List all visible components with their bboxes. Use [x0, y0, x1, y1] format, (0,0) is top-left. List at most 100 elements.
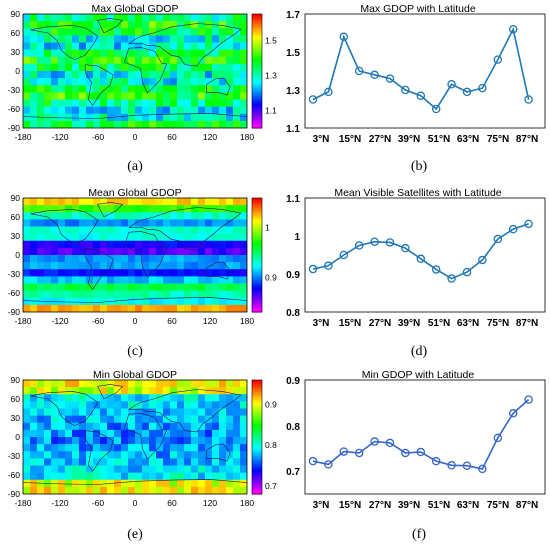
- colorbar-swatch: [252, 68, 262, 71]
- heatmap-cell: [72, 297, 80, 306]
- heatmap-cell: [240, 429, 247, 438]
- colorbar-swatch: [252, 282, 262, 285]
- heatmap-cell: [37, 63, 45, 72]
- lon-tick-label: 120: [203, 316, 217, 326]
- heatmap-cell: [156, 99, 164, 107]
- heatmap-cell: [79, 63, 87, 72]
- heatmap-cell: [23, 205, 31, 213]
- heatmap-cell: [198, 63, 206, 72]
- heatmap-cell: [51, 63, 59, 72]
- panel-a-max-global-gdop: Max Global GDOP 90 60 30 0 -30 -60 -90 -…: [8, 3, 277, 174]
- heatmap-cell: [86, 56, 94, 65]
- heatmap-cell: [135, 240, 143, 249]
- heatmap-cell: [65, 233, 73, 242]
- x-tick-label: 51°N: [428, 318, 450, 329]
- heatmap-cell: [149, 444, 157, 452]
- heatmap-cell: [128, 380, 136, 388]
- heatmap-cell: [156, 35, 164, 43]
- heatmap-cell: [233, 106, 241, 115]
- heatmap-cell: [114, 35, 122, 43]
- heatmap-cell: [184, 297, 192, 306]
- heatmap-cell: [163, 205, 171, 213]
- heatmap-cell: [240, 42, 247, 50]
- heatmap-cell: [107, 233, 115, 242]
- heatmap-cell: [170, 269, 178, 277]
- colorbar-swatch: [252, 272, 262, 275]
- heatmap-cell: [100, 85, 108, 93]
- heatmap-cell: [191, 465, 199, 473]
- heatmap-cell: [240, 437, 247, 445]
- heatmap-cell: [135, 42, 143, 50]
- heatmap-cell: [79, 262, 87, 270]
- heatmap-cell: [86, 85, 94, 93]
- heatmap-cell: [121, 205, 129, 213]
- heatmap-cell: [205, 92, 213, 100]
- heatmap-cell: [58, 28, 66, 36]
- heatmap-cell: [121, 437, 129, 445]
- heatmap-cell: [93, 262, 101, 270]
- heatmap-cell: [107, 99, 115, 107]
- heatmap-cell: [240, 85, 247, 93]
- colorbar-swatch: [252, 460, 262, 463]
- heatmap-cell: [233, 472, 241, 481]
- heatmap-cell: [37, 71, 45, 79]
- heatmap-cell: [72, 429, 80, 438]
- heatmap-cell: [233, 290, 241, 299]
- heatmap-cell: [51, 85, 59, 93]
- colorbar-swatch: [252, 416, 262, 419]
- heatmap-cell: [219, 247, 227, 256]
- heatmap-cell: [93, 380, 101, 388]
- heatmap-cell: [156, 479, 164, 488]
- colorbar-swatch: [252, 86, 262, 89]
- heatmap-cell: [72, 472, 80, 481]
- colorbar-swatch: [252, 452, 262, 455]
- heatmap-cell: [240, 394, 247, 402]
- heatmap-cell: [121, 479, 129, 488]
- heatmap-cell: [177, 240, 185, 249]
- heatmap-cell: [72, 198, 80, 206]
- heatmap-cell: [170, 451, 178, 459]
- heatmap-cell: [37, 205, 45, 213]
- heatmap-cell: [198, 465, 206, 473]
- heatmap-cell: [30, 78, 38, 86]
- heatmap-cell: [170, 99, 178, 107]
- colorbar-frame: [251, 197, 263, 313]
- heatmap-cell: [142, 479, 150, 488]
- heatmap-cell: [191, 472, 199, 481]
- heatmap-cell: [135, 394, 143, 402]
- heatmap-cell: [128, 486, 136, 494]
- heatmap-cell: [212, 276, 220, 284]
- heatmap-cell: [177, 255, 185, 263]
- heatmap-cell: [107, 49, 115, 58]
- colorbar-swatch: [252, 14, 262, 17]
- heatmap-cell: [205, 401, 213, 409]
- heatmap-cell: [79, 205, 87, 213]
- heatmap-cell: [121, 106, 129, 115]
- heatmap-cell: [184, 113, 192, 122]
- heatmap-cell: [226, 28, 234, 36]
- heatmap-cell: [156, 380, 164, 388]
- colorbar-swatch: [252, 310, 262, 313]
- colorbar-swatch: [252, 418, 262, 421]
- heatmap-cell: [135, 226, 143, 234]
- heatmap-cell: [149, 21, 157, 29]
- heatmap-cell: [128, 415, 136, 424]
- heatmap-cell: [240, 255, 247, 263]
- heatmap-cell: [163, 247, 171, 256]
- heatmap-cell: [23, 113, 31, 122]
- heatmap-cell: [142, 120, 150, 128]
- colorbar-swatch: [252, 292, 262, 295]
- heatmap-cell: [198, 85, 206, 93]
- heatmap-cell: [219, 255, 227, 263]
- heatmap-cell: [156, 71, 164, 79]
- heatmap-cell: [79, 35, 87, 43]
- heatmap-cell: [100, 42, 108, 50]
- heatmap-cell: [23, 283, 31, 291]
- data-point-marker: [416, 91, 426, 100]
- heatmap-cell: [191, 205, 199, 213]
- heatmap-cell: [163, 465, 171, 473]
- colorbar-swatch: [252, 90, 262, 93]
- heatmap-cell: [226, 49, 234, 58]
- heatmap-cell: [65, 205, 73, 213]
- heatmap-cell: [79, 113, 87, 122]
